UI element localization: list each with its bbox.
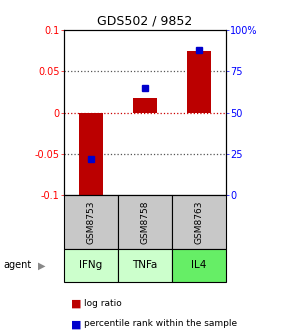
Bar	[118, 249, 172, 282]
Bar	[79, 113, 103, 202]
Text: ▶: ▶	[38, 260, 45, 270]
Text: percentile rank within the sample: percentile rank within the sample	[84, 319, 237, 328]
Title: GDS502 / 9852: GDS502 / 9852	[97, 15, 193, 28]
Text: ■: ■	[64, 319, 81, 329]
Bar	[172, 195, 226, 249]
Text: TNFa: TNFa	[132, 260, 158, 270]
Bar	[187, 51, 211, 113]
Text: GSM8753: GSM8753	[86, 200, 95, 244]
Text: GSM8763: GSM8763	[195, 200, 204, 244]
Bar	[172, 249, 226, 282]
Text: IFNg: IFNg	[79, 260, 102, 270]
Bar	[64, 249, 118, 282]
Text: ■: ■	[64, 299, 81, 309]
Bar	[118, 195, 172, 249]
Text: agent: agent	[3, 260, 31, 270]
Bar	[64, 195, 118, 249]
Text: IL4: IL4	[191, 260, 207, 270]
Text: log ratio: log ratio	[84, 299, 122, 308]
Text: GSM8758: GSM8758	[140, 200, 150, 244]
Bar	[133, 98, 157, 113]
